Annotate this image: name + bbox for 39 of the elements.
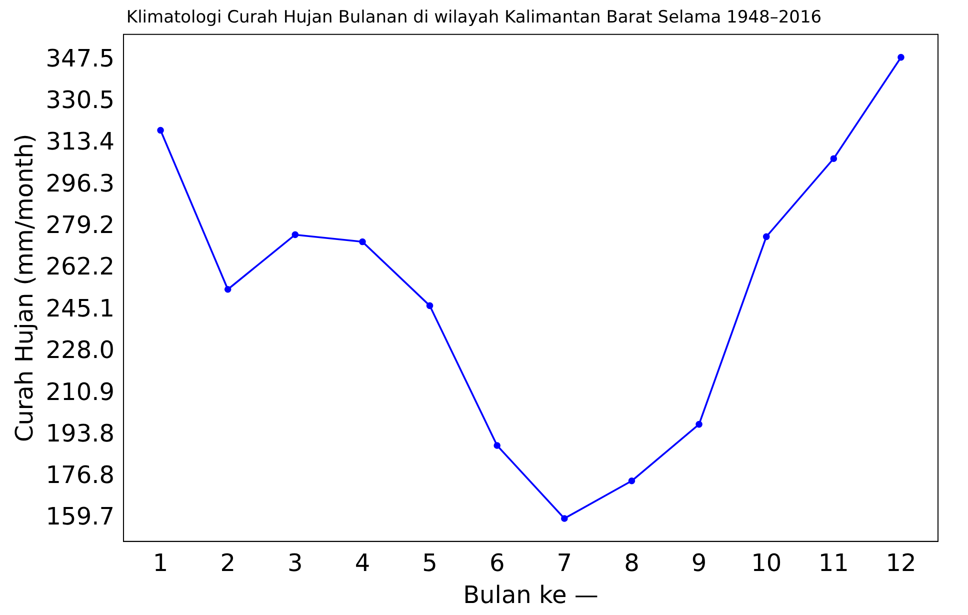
y-tick-label: 330.5 (46, 86, 115, 114)
x-tick-label: 8 (624, 549, 640, 578)
x-tick-label: 6 (489, 549, 505, 578)
x-axis-title: Bulan ke — (463, 580, 598, 609)
x-tick-label: 9 (691, 549, 707, 578)
x-tick-label: 2 (220, 549, 236, 578)
y-axis-title: Curah Hujan (mm/month) (10, 134, 39, 442)
x-tick-label: 10 (751, 549, 782, 578)
point (628, 477, 636, 484)
x-tick-label: 4 (354, 549, 370, 578)
y-tick-label: 210.9 (46, 378, 115, 406)
point (762, 233, 770, 240)
y-tick-label: 347.5 (46, 44, 115, 72)
point (426, 302, 434, 310)
y-tick-label: 193.8 (46, 420, 115, 448)
y-tick-label: 245.1 (46, 294, 115, 322)
x-tick-label: 7 (556, 549, 572, 578)
point (696, 420, 702, 428)
y-tick-label: 296.3 (46, 169, 115, 198)
x-tick-label: 11 (818, 549, 849, 578)
point (292, 231, 299, 238)
chart-title: Klimatologi Curah Hujan Bulanan di wilayah Kalimantan Barat Selama 1948–2016 (126, 8, 822, 28)
x-tick-label: 1 (152, 549, 168, 578)
y-tick-label: 159.7 (46, 502, 115, 531)
point (830, 155, 838, 162)
point (898, 54, 904, 61)
point (157, 126, 164, 134)
point (494, 442, 500, 449)
y-tick-label: 176.8 (46, 460, 115, 489)
x-tick-label: 3 (288, 549, 303, 578)
y-tick-label: 313.4 (46, 128, 115, 156)
point (224, 286, 232, 293)
y-tick-label: 262.2 (46, 252, 115, 281)
y-tick-label: 279.2 (46, 211, 115, 240)
point (359, 238, 366, 246)
y-tick-label: 228.0 (46, 336, 115, 364)
point (561, 515, 568, 522)
x-tick-label: 5 (422, 549, 438, 578)
x-tick-label: 12 (886, 549, 916, 578)
